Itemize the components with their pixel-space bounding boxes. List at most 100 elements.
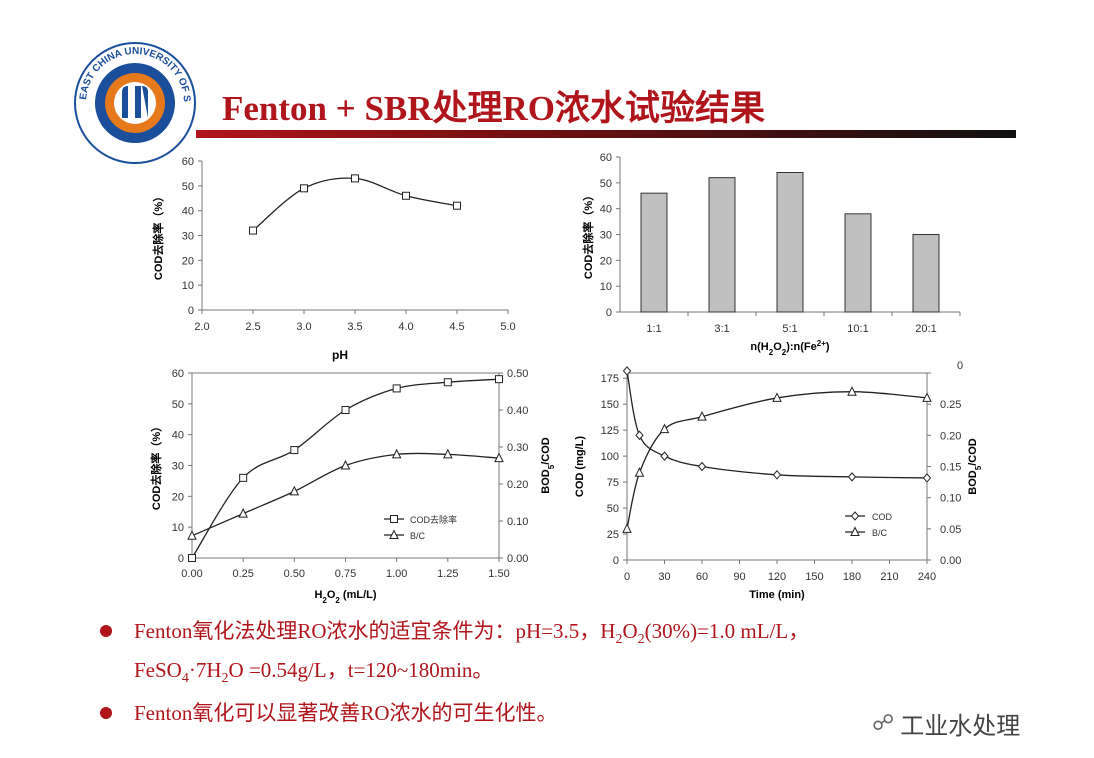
- x-axis-label: H2O2 (mL/L): [314, 589, 376, 605]
- y-tick-label: 60: [600, 152, 612, 164]
- bullet-text: Fenton氧化可以显著改善RO浓水的可生化性。: [134, 701, 558, 726]
- data-point: [922, 473, 932, 483]
- data-point: [622, 523, 632, 533]
- y-axis-label: COD去除率（%）: [149, 421, 163, 510]
- data-point: [351, 174, 359, 183]
- y-tick-label: 150: [601, 399, 619, 411]
- legend-label: COD去除率: [410, 514, 457, 525]
- legend-label: B/C: [872, 528, 888, 538]
- y-tick-label: 10: [172, 522, 184, 534]
- x-tick-label: 2.0: [194, 321, 209, 333]
- x-tick-label: 0: [624, 571, 630, 583]
- bar: [844, 213, 872, 313]
- bullet-icon: [100, 625, 112, 637]
- x-tick-label: 0.50: [284, 568, 305, 580]
- data-point: [635, 430, 644, 441]
- bullet-item-biodegradability: Fenton氧化可以显著改善RO浓水的可生化性。: [98, 698, 809, 728]
- bullet-item-conditions: Fenton氧化法处理RO浓水的适宜条件为：pH=3.5，H2O2(30%)=1…: [98, 616, 809, 694]
- legend-label: B/C: [410, 531, 426, 541]
- y2-tick-label: 0.40: [507, 405, 528, 417]
- bullet-text: (30%)=1.0 mL/L，: [644, 619, 810, 643]
- data-point: [443, 448, 453, 459]
- bullet-text: Fenton氧化法处理RO浓水的适宜条件为：pH=3.5，H: [134, 619, 616, 643]
- y-axis-label: COD去除率（%）: [151, 191, 165, 280]
- data-point: [249, 226, 257, 235]
- x-tick-label: 0.00: [181, 568, 202, 580]
- subscript: 4: [181, 671, 189, 687]
- y2-tick-label: 0.50: [507, 368, 528, 380]
- x-tick-label: 5.0: [500, 321, 515, 333]
- data-point: [341, 406, 350, 414]
- university-logo: EAST CHINA UNIVERSITY OF SCIENCE AND TEC…: [72, 40, 196, 164]
- y-tick-label: 20: [182, 255, 194, 267]
- legend-marker: [390, 515, 398, 523]
- x-tick-label: 0.25: [232, 568, 253, 580]
- y-tick-label: 40: [182, 206, 194, 218]
- data-point: [239, 473, 248, 482]
- data-point: [300, 184, 308, 193]
- x-tick-label: 90: [733, 571, 745, 583]
- bar: [776, 172, 804, 313]
- data-point: [187, 530, 197, 540]
- y-tick-label: 10: [182, 280, 194, 292]
- x-tick-label: 20:1: [915, 323, 936, 335]
- x-tick-label: 5:1: [782, 323, 797, 335]
- y-tick-label: 50: [607, 503, 619, 515]
- title-underline: [196, 130, 1016, 138]
- bar: [912, 234, 940, 313]
- y-tick-label: 0: [188, 305, 194, 317]
- y-tick-label: 60: [172, 368, 184, 380]
- x-tick-label: 30: [658, 571, 670, 583]
- x-tick-label: 0.75: [335, 568, 356, 580]
- x-tick-label: 1.00: [386, 568, 407, 580]
- y-tick-label: 0: [606, 307, 612, 319]
- x-tick-label: 1.50: [488, 568, 509, 580]
- y-axis-label: COD (mg/L): [574, 436, 586, 497]
- subscript: 2: [615, 632, 623, 648]
- x-tick-label: 1.25: [437, 568, 458, 580]
- x-axis-label: Time (min): [749, 589, 805, 601]
- data-point: [290, 446, 299, 455]
- y2-axis-label: BOD5/COD: [967, 438, 983, 494]
- data-point: [697, 461, 707, 472]
- x-tick-label: 4.0: [398, 321, 413, 333]
- y2-tick-label: 0.20: [940, 430, 961, 442]
- y-tick-label: 175: [601, 373, 619, 385]
- y2-tick-label: 0: [957, 360, 963, 372]
- x-tick-label: 10:1: [847, 323, 868, 335]
- x-tick-label: 150: [805, 571, 823, 583]
- bullet-text: O: [622, 619, 638, 643]
- x-axis-label: pH: [332, 348, 348, 362]
- data-point: [391, 448, 402, 459]
- subscript: 2: [221, 671, 229, 687]
- data-point: [697, 411, 707, 421]
- y-tick-label: 10: [600, 281, 612, 293]
- y-tick-label: 100: [601, 451, 619, 463]
- series-line: [626, 391, 928, 529]
- data-point: [922, 392, 932, 402]
- x-tick-label: 240: [918, 571, 936, 583]
- data-point: [340, 459, 351, 470]
- data-point: [659, 423, 670, 434]
- bullet-icon: [100, 707, 112, 720]
- x-tick-label: 4.5: [449, 321, 464, 333]
- y-tick-label: 125: [601, 425, 619, 437]
- data-point: [495, 375, 503, 384]
- y-tick-label: 75: [607, 477, 619, 489]
- bar: [708, 177, 736, 313]
- y-axis-label: COD去除率（%）: [581, 190, 595, 279]
- x-tick-label: 1:1: [646, 323, 661, 335]
- x-tick-label: 180: [843, 571, 861, 583]
- y2-tick-label: 0.15: [940, 462, 961, 474]
- data-point: [443, 378, 452, 387]
- x-tick-label: 3.0: [296, 321, 311, 333]
- bullet-text: ·7H: [188, 658, 222, 683]
- y-tick-label: 0: [613, 555, 619, 567]
- y-tick-label: 50: [172, 399, 184, 411]
- y2-tick-label: 0.30: [507, 442, 528, 454]
- watermark: ☍ 工业水处理: [872, 706, 1020, 741]
- y2-tick-label: 0.10: [940, 493, 961, 505]
- legend-marker: [850, 511, 860, 521]
- wechat-icon: ☍: [872, 711, 895, 736]
